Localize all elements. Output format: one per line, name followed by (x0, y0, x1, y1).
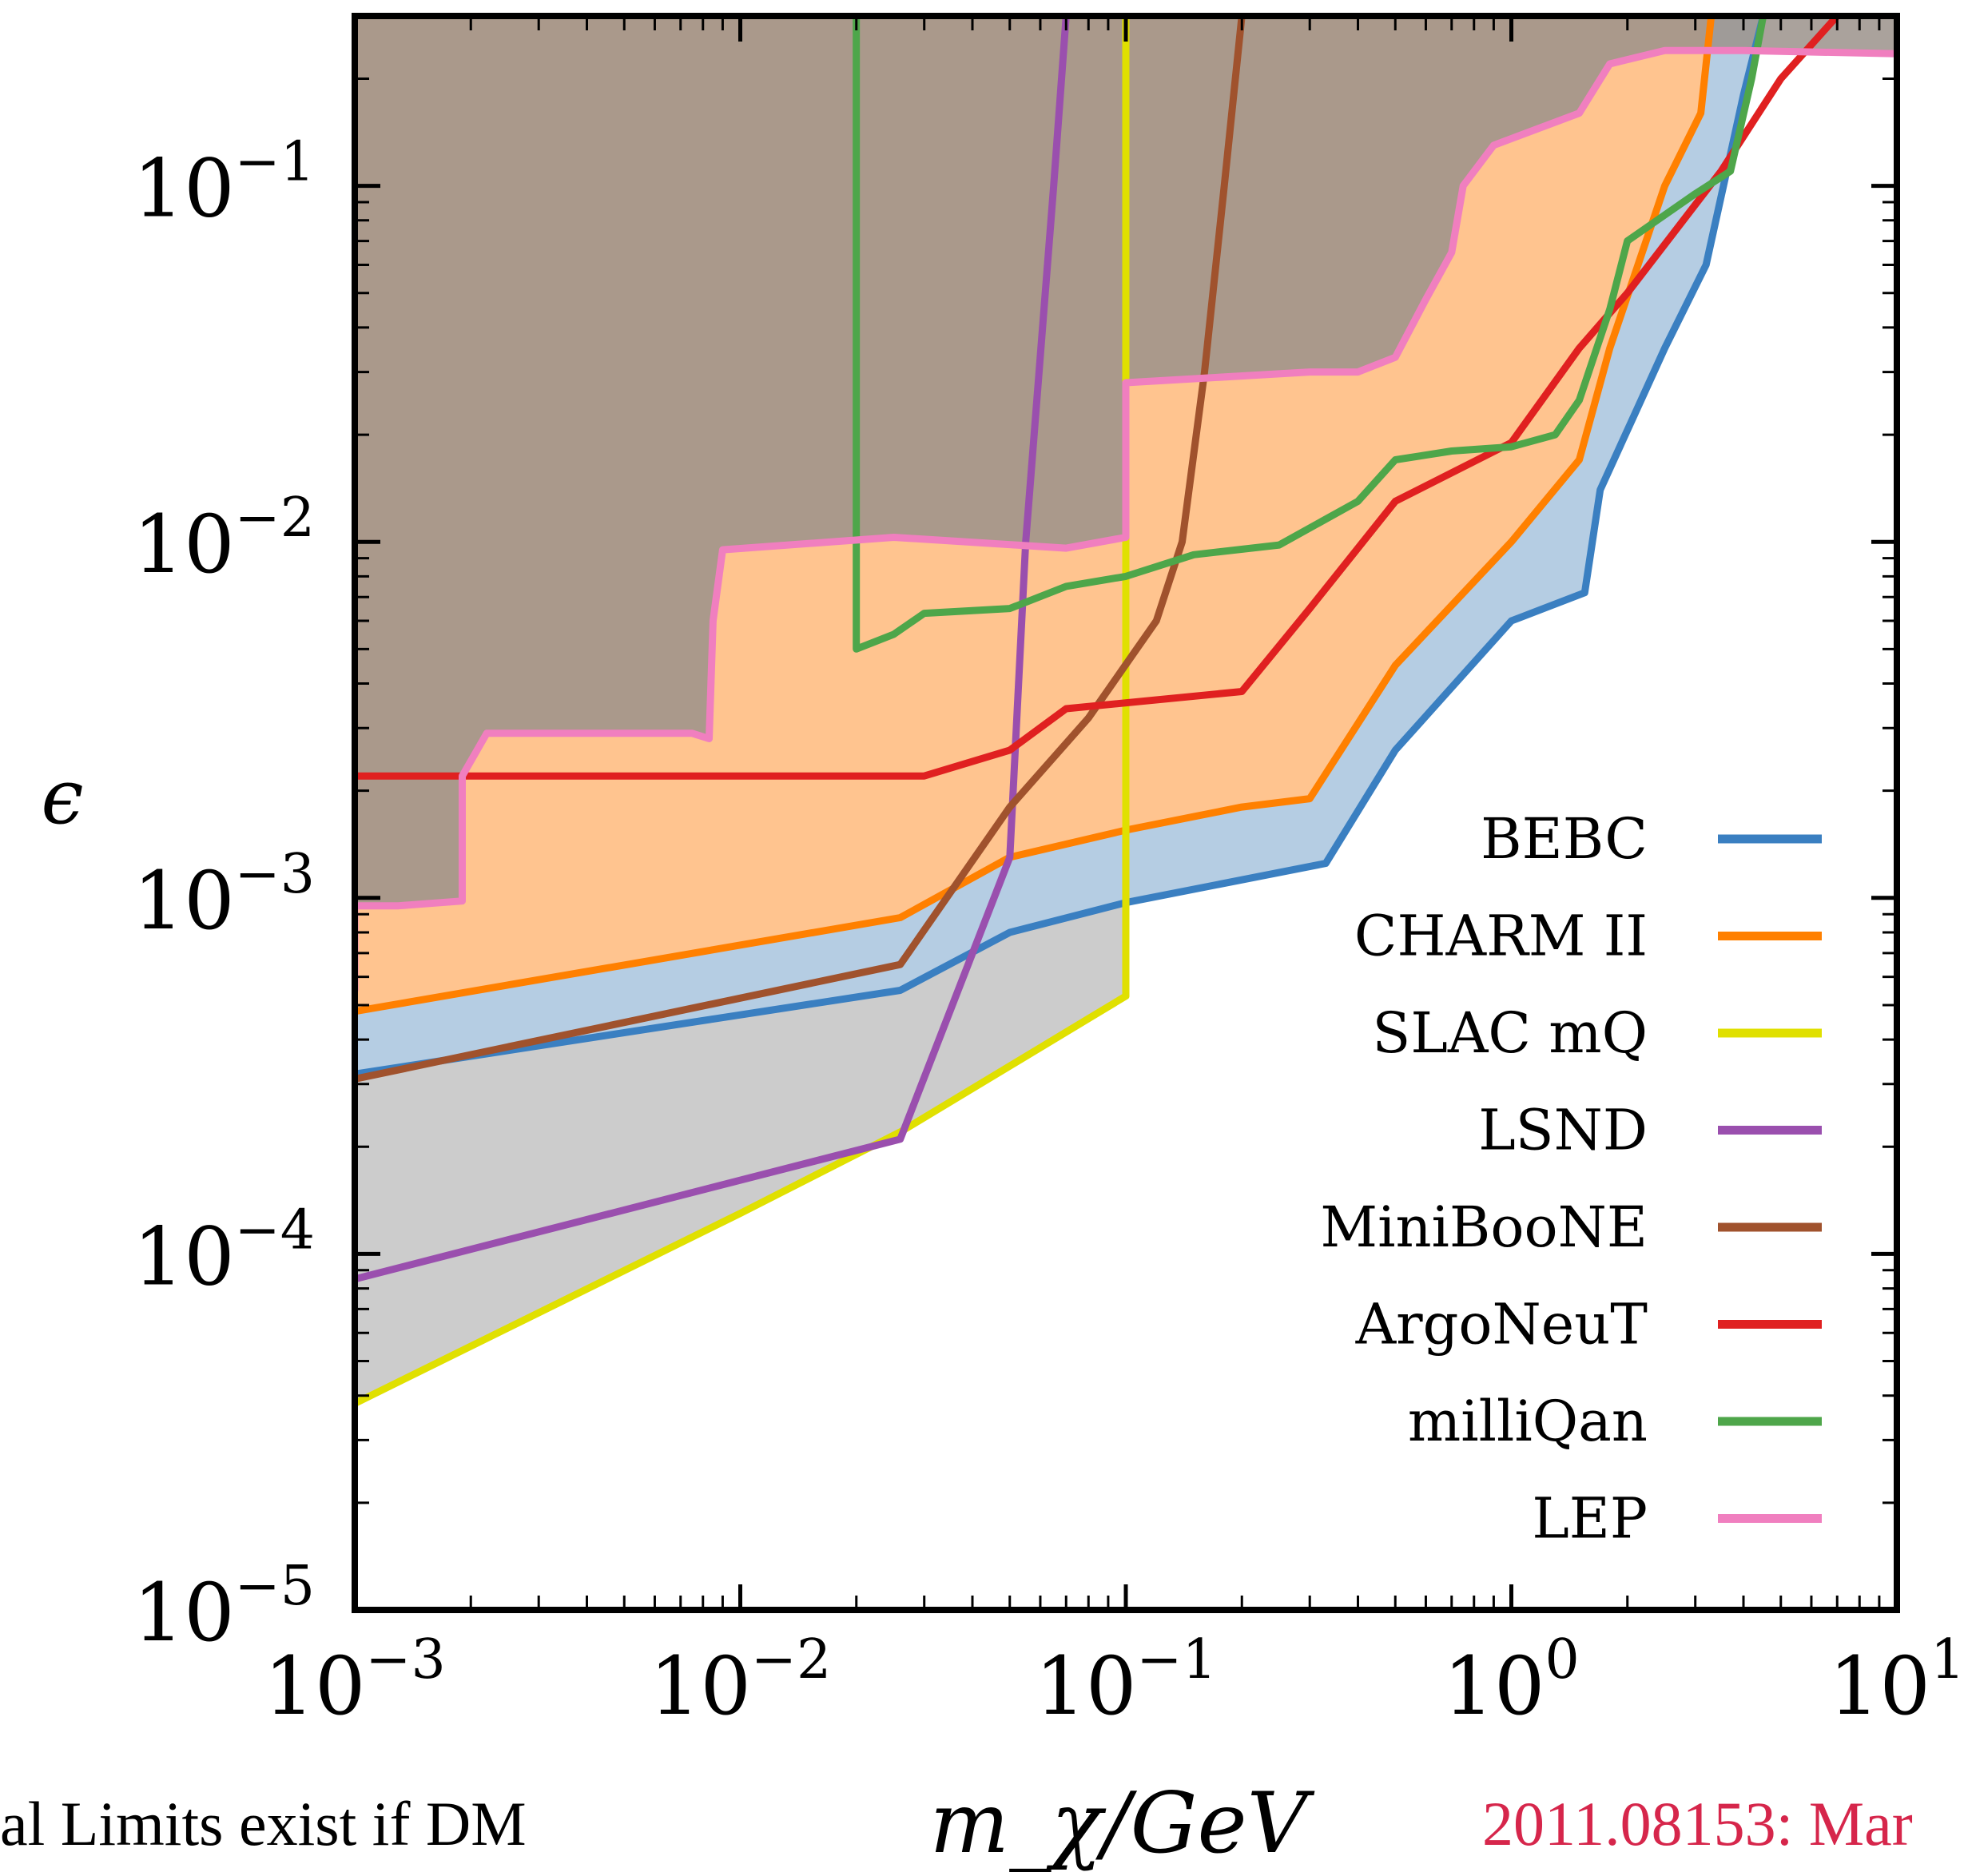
x-tick-label: 10−2 (650, 1628, 832, 1733)
line-lep (355, 46, 1897, 994)
y-tick-label: 10−4 (133, 1198, 316, 1303)
line-miniboone (355, 16, 1246, 1083)
x-axis-label: m_χ/GeV (930, 1775, 1315, 1872)
y-axis-label: ϵ (41, 753, 83, 841)
legend-label: CHARM II (1354, 904, 1648, 969)
y-tick-label: 10−5 (133, 1555, 316, 1659)
series-lines (355, 16, 1897, 1408)
plot-frame (352, 13, 1900, 1613)
y-tick-label: 10−2 (133, 487, 316, 591)
legend-label: ArgoNeuT (1355, 1292, 1648, 1357)
legend-label: milliQan (1408, 1389, 1648, 1454)
y-tick-label: 10−1 (133, 131, 316, 236)
tick-labels: 10−3 10−2 10−1 100 101 10−5 10−4 10−3 10−2 10−1 (133, 131, 1964, 1733)
x-tick-label: 10−1 (1035, 1628, 1217, 1733)
y-tick-label: 10−3 (133, 843, 316, 948)
legend-label: BEBC (1481, 806, 1648, 872)
legend: BEBC CHARM II SLAC mQ LSND MiniBooNE ArgoNeuT… (1320, 806, 1822, 1552)
legend-label: LSND (1478, 1098, 1648, 1163)
caption-left: al Limits exist if DM (0, 1789, 527, 1858)
line-milliqan (853, 16, 1767, 653)
caption-right: 2011.08153: Mar (1482, 1789, 1913, 1858)
axis-labels: m_χ/GeV ϵ (41, 753, 1314, 1872)
legend-label: MiniBooNE (1320, 1194, 1648, 1260)
line-lsnd (355, 16, 1070, 1283)
x-tick-label: 101 (1829, 1628, 1964, 1733)
legend-label: LEP (1532, 1486, 1648, 1552)
legend-label: SLAC mQ (1372, 1000, 1648, 1066)
line-bebc (355, 16, 1767, 1078)
x-tick-label: 100 (1443, 1628, 1580, 1733)
x-tick-label: 10−3 (264, 1628, 446, 1733)
